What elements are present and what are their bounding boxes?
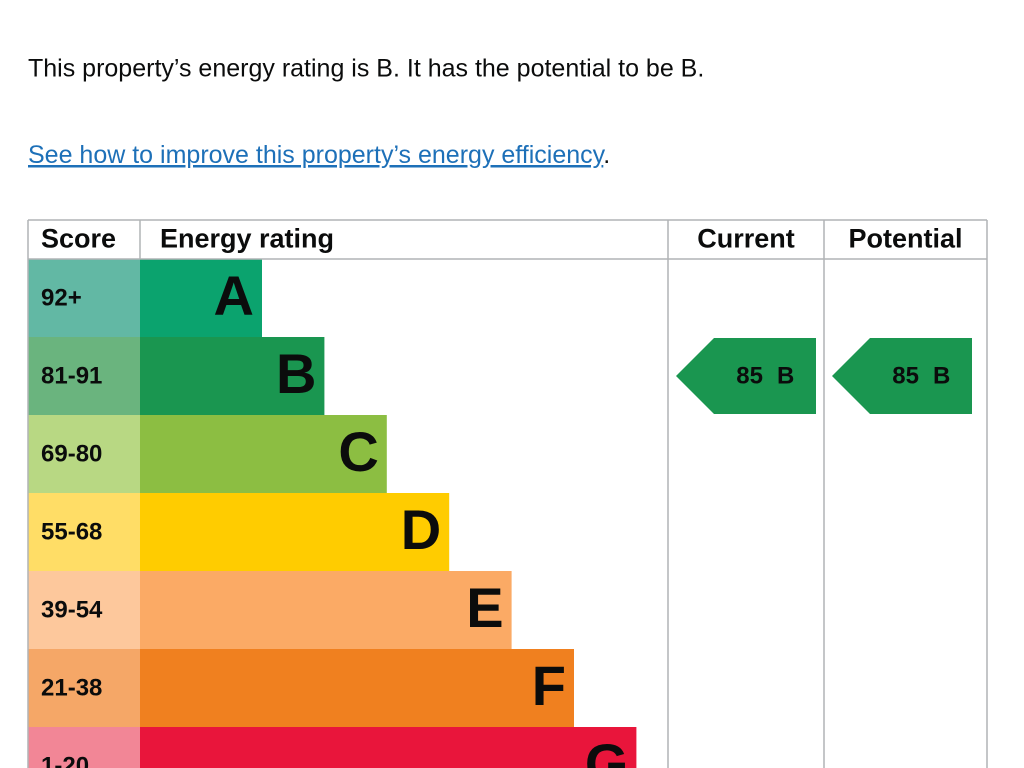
improve-link-line: See how to improve this property’s energ… — [28, 141, 610, 169]
current-score: 85 — [736, 362, 763, 389]
potential-arrow — [832, 338, 972, 414]
rating-letter: G — [585, 732, 629, 768]
rating-bar — [140, 493, 450, 571]
score-band: 81-91 — [41, 362, 102, 389]
score-cell — [28, 571, 140, 649]
current-arrow — [676, 338, 816, 414]
rating-letter: C — [338, 420, 378, 483]
score-cell — [28, 649, 140, 727]
rating-bar — [140, 337, 325, 415]
potential-score: 85 — [892, 362, 919, 389]
link-suffix: . — [603, 141, 610, 169]
rating-bar — [140, 649, 574, 727]
score-band: 1-20 — [41, 752, 89, 768]
rating-bar — [140, 415, 387, 493]
column-header: Score — [41, 224, 116, 254]
current-rating: B — [777, 362, 794, 389]
column-header: Energy rating — [160, 224, 334, 254]
rating-letter: B — [276, 342, 316, 405]
rating-bar — [140, 727, 637, 768]
column-header: Potential — [848, 224, 962, 254]
score-cell — [28, 727, 140, 768]
score-cell — [28, 415, 140, 493]
score-cell — [28, 493, 140, 571]
rating-letter: E — [466, 576, 503, 639]
energy-table: 92+ A 81-91 B 69-80 C 55-68 D 39-54 E 21-38 F 1-20 G S… — [27, 219, 988, 768]
rating-bar — [140, 571, 512, 649]
rating-letter: D — [401, 498, 441, 561]
column-header: Current — [697, 224, 795, 254]
rating-letter: F — [532, 654, 566, 717]
score-band: 21-38 — [41, 674, 102, 701]
score-band: 92+ — [41, 284, 82, 311]
score-cell — [28, 259, 140, 337]
score-band: 55-68 — [41, 518, 102, 545]
potential-rating: B — [933, 362, 950, 389]
score-cell — [28, 337, 140, 415]
score-band: 39-54 — [41, 596, 103, 623]
rating-bar — [140, 259, 262, 337]
rating-letter: A — [214, 264, 254, 327]
score-band: 69-80 — [41, 440, 102, 467]
rating-summary: This property’s energy rating is B. It h… — [28, 55, 704, 83]
improve-link[interactable]: See how to improve this property’s energ… — [28, 141, 606, 169]
